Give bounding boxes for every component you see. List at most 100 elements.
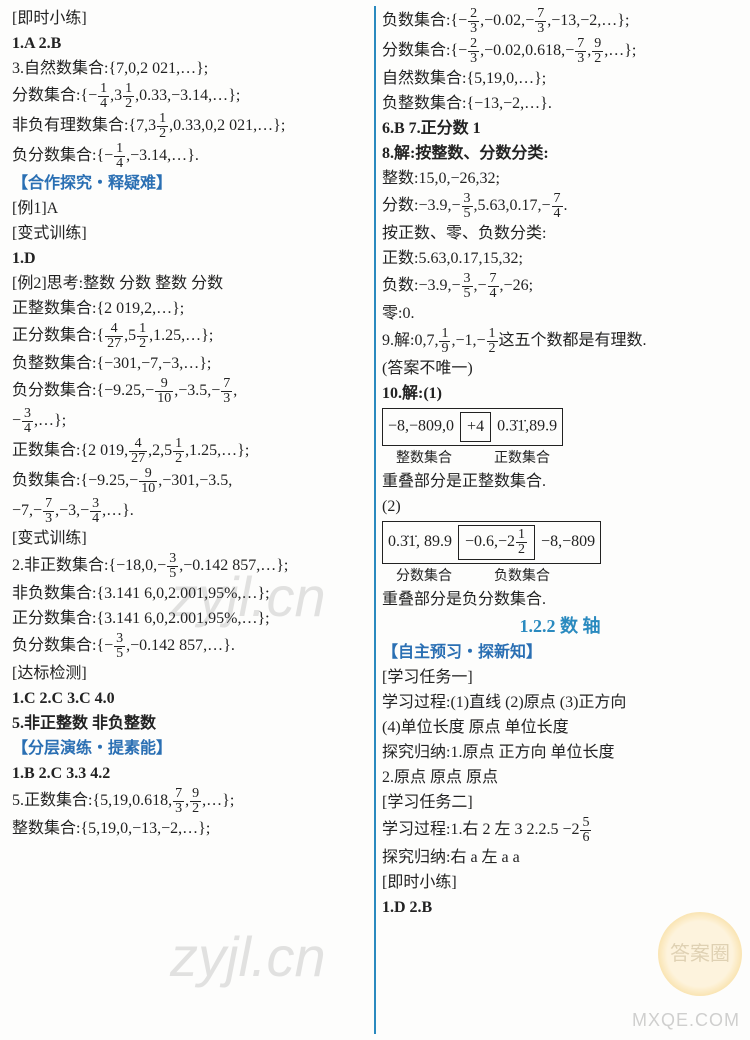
tail: ,−0.142 857,…: [126, 637, 223, 654]
right-r23: 学习过程:(1)直线 (2)原点 (3)正方向: [382, 691, 738, 715]
column-divider: [374, 6, 376, 1034]
left-column: [即时小练] 1.A 2.B 3.自然数集合:{7,0,2 021,…}; 分数…: [8, 6, 372, 1034]
label: 分数集合:: [12, 87, 80, 104]
right-r14: (答案不唯一): [382, 357, 738, 381]
left-l16: −34,…};: [12, 407, 368, 436]
tail: ,1.25,…: [185, 442, 237, 459]
right-r25: 探究归纳:1.原点 正方向 单位长度: [382, 741, 738, 765]
tail: ,−3.14,…: [126, 147, 187, 164]
tail: ,−13,−2,…: [547, 12, 617, 29]
right-r4: 负整数集合:{−13,−2,…}.: [382, 92, 738, 116]
left-l26: 1.C 2.C 3.C 4.0: [12, 687, 368, 711]
venn-2: 0.3̇1̇, 89.9 −0.6,−212 −8,−809: [382, 521, 601, 564]
right-r26: 2.原点 原点 原点: [382, 766, 738, 790]
label: 负分数集合:: [12, 147, 96, 164]
right-r6: 8.解:按整数、分数分类:: [382, 142, 738, 166]
venn1-left: −8,−809,0: [388, 418, 454, 435]
right-r22: [学习任务一]: [382, 666, 738, 690]
label: 负数集合:: [12, 472, 80, 489]
left-l31: 整数集合:{5,19,0,−13,−2,…};: [12, 817, 368, 841]
mid: ,−0.02,0.618,: [480, 42, 565, 59]
label-a: 整数集合: [396, 451, 452, 466]
page: [即时小练] 1.A 2.B 3.自然数集合:{7,0,2 021,…}; 分数…: [0, 0, 750, 1040]
head: 分数:−3.9,: [382, 197, 451, 214]
left-l4: 分数集合:{−14,312,0.33,−3.14,…};: [12, 82, 368, 111]
tail: ,…: [34, 412, 54, 429]
right-r12: 零:0.: [382, 302, 738, 326]
right-r13: 9.解:0,7,19,−1,−12这五个数都是有理数.: [382, 327, 738, 356]
left-l17: 正数集合:{2 019,427,2,512,1.25,…};: [12, 437, 368, 466]
right-r10: 正数:5.63,0.17,15,32;: [382, 247, 738, 271]
label: 负分数集合:: [12, 382, 96, 399]
left-l30: 5.正数集合:{5,19,0.618,73,92,…};: [12, 787, 368, 816]
left-l11: [例2]思考:整数 分数 整数 分数: [12, 272, 368, 296]
left-answers-1: 1.A 2.B: [12, 32, 368, 56]
left-l13: 正分数集合:{427,512,1.25,…};: [12, 322, 368, 351]
head: 负数:−3.9,: [382, 277, 451, 294]
right-r30: [即时小练]: [382, 871, 738, 895]
venn2-right: −8,−809: [541, 533, 595, 550]
head: 学习过程:1.右 2 左 3 2.2.5 −2: [382, 821, 579, 838]
right-r2: 分数集合:{−23,−0.02,0.618,−73,92,…};: [382, 37, 738, 66]
label: 分数集合:: [382, 42, 450, 59]
venn-1: −8,−809,0 +4 0.3̇1̇,89.9: [382, 408, 563, 446]
venn2-mid: −0.6,−212: [458, 525, 535, 560]
mid: ,−0.02,: [480, 12, 525, 29]
right-r17: 重叠部分是正整数集合.: [382, 470, 738, 494]
mid: ,5.63,0.17,: [474, 197, 542, 214]
label: 5.正数集合:: [12, 792, 92, 809]
left-l27: 5.非正整数 非负整数: [12, 712, 368, 736]
tail: ,…: [102, 502, 122, 519]
right-r9: 按正数、零、负数分类:: [382, 222, 738, 246]
tail: ,…: [604, 42, 624, 59]
section-title: 1.2.2 数 轴: [382, 613, 738, 640]
venn1-mid: +4: [460, 412, 491, 442]
left-l3: 3.自然数集合:{7,0,2 021,…};: [12, 57, 368, 81]
tail: ,−3.5,: [174, 382, 211, 399]
right-r11: 负数:−3.9,−35,−74,−26;: [382, 272, 738, 301]
venn2-left: 0.3̇1̇, 89.9: [388, 533, 452, 550]
tail: ,−301,−3.5,: [158, 472, 232, 489]
left-l23: 正分数集合:{3.141 6,0,2.001,95%,…};: [12, 607, 368, 631]
right-r15: 10.解:(1): [382, 382, 738, 406]
left-l18: 负数集合:{−9.25,−910,−301,−3.5,: [12, 467, 368, 496]
left-l20: [变式训练]: [12, 527, 368, 551]
left-l1: [即时小练]: [12, 7, 368, 31]
left-l25: [达标检测]: [12, 662, 368, 686]
section-heading-2: 【分层演练・提素能】: [12, 737, 368, 761]
head: −7,: [12, 502, 33, 519]
label: 负分数集合:: [12, 637, 96, 654]
tail: ,1.25,…: [149, 327, 201, 344]
right-r7: 整数:15,0,−26,32;: [382, 167, 738, 191]
tail: ,…: [202, 792, 222, 809]
label-b: 负数集合: [494, 569, 550, 584]
right-r5: 6.B 7.正分数 1: [382, 117, 738, 141]
left-l22: 非负数集合:{3.141 6,0,2.001,95%,…};: [12, 582, 368, 606]
venn1-right: 0.3̇1̇,89.9: [497, 418, 557, 435]
label-a: 分数集合: [396, 569, 452, 584]
left-l12: 正整数集合:{2 019,2,…};: [12, 297, 368, 321]
label: 正数集合:: [12, 442, 80, 459]
right-r20: 重叠部分是负分数集合.: [382, 588, 738, 612]
left-l19: −7,−73,−3,−34,…}.: [12, 497, 368, 526]
venn1-labels: 整数集合 正数集合: [382, 448, 738, 469]
left-l24: 负分数集合:{−35,−0.142 857,…}.: [12, 632, 368, 661]
watermark-mxqe: MXQE.COM: [632, 1007, 740, 1034]
venn2-labels: 分数集合 负数集合: [382, 566, 738, 587]
right-r24: (4)单位长度 原点 单位长度: [382, 716, 738, 740]
right-r18: (2): [382, 495, 738, 519]
label: 负数集合:: [382, 12, 450, 29]
label: 正分数集合:: [12, 327, 96, 344]
tail: 这五个数都是有理数.: [499, 332, 647, 349]
label: 非负有理数集合:: [12, 117, 128, 134]
tail: ,0.33,−3.14,…: [135, 87, 228, 104]
right-r8: 分数:−3.9,−35,5.63,0.17,−74.: [382, 192, 738, 221]
mid: ,−1,: [451, 332, 476, 349]
left-l14: 负整数集合:{−301,−7,−3,…};: [12, 352, 368, 376]
left-l29: 1.B 2.C 3.3 4.2: [12, 762, 368, 786]
left-l15: 负分数集合:{−9.25,−910,−3.5,−73,: [12, 377, 368, 406]
right-r1: 负数集合:{−23,−0.02,−73,−13,−2,…};: [382, 7, 738, 36]
left-l10: 1.D: [12, 247, 368, 271]
left-l9: [变式训练]: [12, 222, 368, 246]
right-column: 负数集合:{−23,−0.02,−73,−13,−2,…}; 分数集合:{−23…: [378, 6, 742, 1034]
